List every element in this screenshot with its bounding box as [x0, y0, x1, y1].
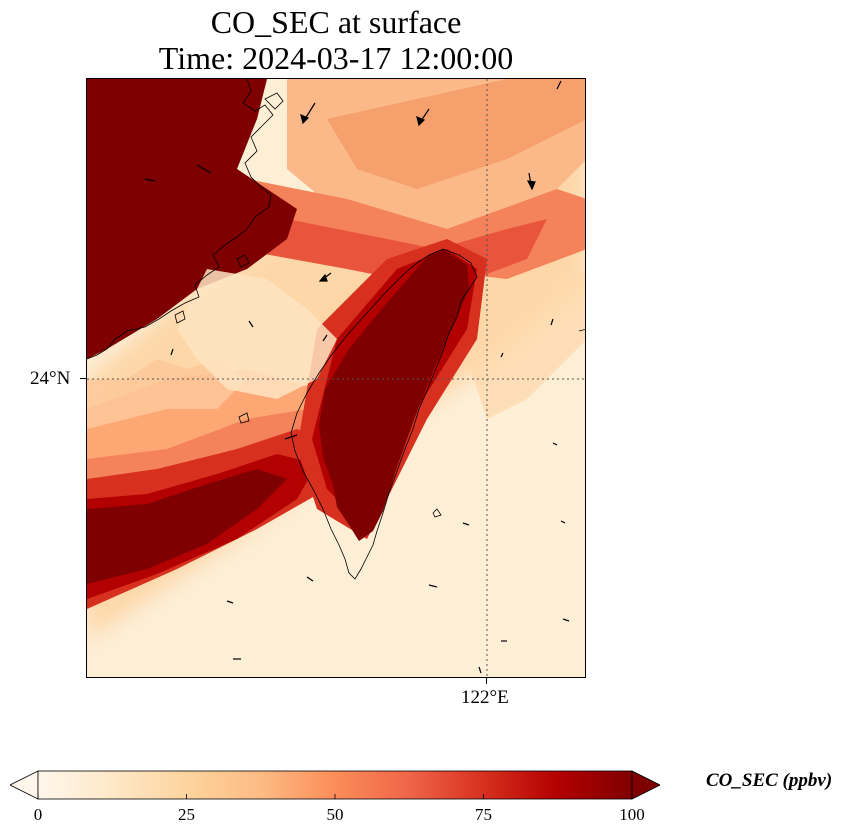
latitude-tick-label: 24°N	[30, 368, 71, 389]
colorbar-tick-label: 75	[475, 805, 492, 824]
colorbar-label: CO_SEC (ppbv)	[706, 770, 833, 791]
colorbar-tick-label: 0	[33, 805, 43, 824]
mainland-coastline	[87, 79, 274, 360]
pollution-plume-layers	[87, 79, 585, 677]
colorbar	[10, 770, 660, 800]
longitude-tick-label: 122°E	[461, 687, 509, 708]
co-sec-map-panel	[86, 78, 586, 678]
map-title: CO_SEC at surface	[210, 4, 462, 40]
concentration-field	[87, 79, 585, 677]
colorbar-extend-low	[10, 770, 39, 800]
colorbar-tick-label: 50	[326, 805, 344, 824]
colorbar-extend-high	[631, 770, 660, 800]
wind-vectors	[144, 80, 570, 674]
taiwan-coastline	[290, 248, 478, 580]
lon-tick-mark	[486, 678, 487, 684]
map-timestamp: Time: 2024-03-17 12:00:00	[158, 40, 514, 76]
colorbar-tick-label: 25	[178, 805, 195, 824]
coastlines	[87, 79, 585, 580]
colorbar-tick-label: 100	[619, 805, 645, 824]
gridlines	[87, 79, 585, 677]
lat-tick-mark	[80, 378, 86, 379]
